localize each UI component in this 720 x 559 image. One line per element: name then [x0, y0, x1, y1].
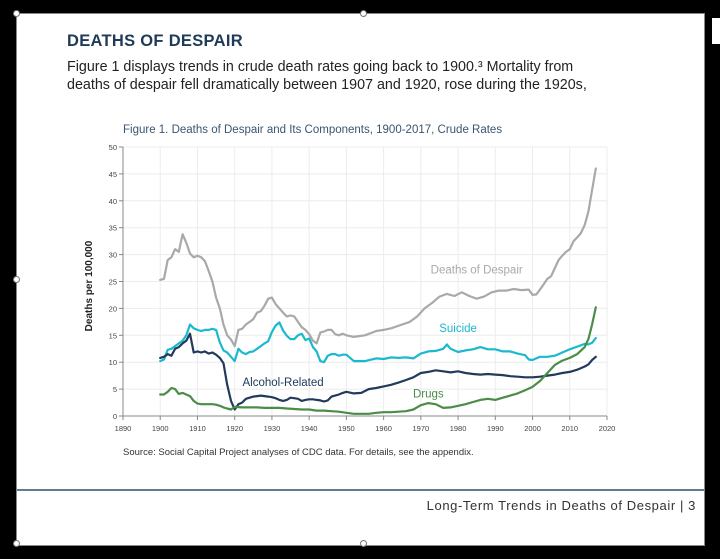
series-label-deaths-of-despair: Deaths of Despair: [431, 264, 523, 276]
x-tick-label: 2010: [561, 424, 578, 433]
x-tick-label: 1900: [152, 424, 169, 433]
line-chart: Figure 1. Deaths of Despair and Its Comp…: [84, 124, 616, 458]
x-tick-label: 1980: [450, 424, 467, 433]
chart-title: Figure 1. Deaths of Despair and Its Comp…: [123, 124, 502, 136]
y-tick-label: 25: [109, 278, 117, 287]
x-tick-label: 1990: [487, 424, 504, 433]
y-tick-label: 35: [109, 224, 117, 233]
y-tick-label: 0: [113, 412, 117, 421]
series-label-suicide: Suicide: [439, 323, 477, 335]
y-axis-label: Deaths per 100,000: [84, 240, 95, 331]
x-tick-label: 1890: [115, 424, 132, 433]
resize-handle-bottom[interactable]: [360, 540, 367, 547]
chart-grid: [122, 146, 608, 417]
x-tick-label: 1920: [226, 424, 243, 433]
series-line-deaths-of-despair: [159, 167, 597, 348]
resize-handle-top-left[interactable]: [13, 10, 20, 17]
x-tick-label: 1940: [301, 424, 318, 433]
y-tick-label: 20: [109, 304, 117, 313]
footer-divider: [17, 489, 704, 491]
chart-series: [159, 167, 597, 415]
y-tick-label: 45: [109, 170, 117, 179]
y-tick-label: 10: [109, 358, 117, 367]
resize-handle-bottom-left[interactable]: [13, 540, 20, 547]
resize-handle-left[interactable]: [13, 276, 20, 283]
x-tick-label: 2000: [524, 424, 541, 433]
document-page: DEATHS OF DESPAIR Figure 1 displays tren…: [13, 10, 705, 547]
intro-line-2: deaths of despair fell dramatically betw…: [67, 77, 587, 93]
x-tick-label: 1910: [189, 424, 206, 433]
chart-series-labels: Deaths of Despair Suicide Alcohol-Related D…: [242, 264, 522, 400]
chart-source-note: Source: Social Capital Project analyses …: [123, 447, 474, 458]
y-tick-label: 5: [113, 385, 117, 394]
series-line-suicide: [159, 321, 597, 364]
x-tick-label: 1960: [375, 424, 392, 433]
series-line-alcohol-related: [159, 332, 597, 411]
series-label-alcohol-related: Alcohol-Related: [242, 377, 323, 389]
x-tick-label: 2020: [599, 424, 616, 433]
section-title: DEATHS OF DESPAIR: [67, 32, 243, 50]
y-tick-label: 50: [109, 143, 117, 152]
x-tick-label: 1950: [338, 424, 355, 433]
series-line-drugs: [159, 306, 597, 415]
series-label-drugs: Drugs: [413, 389, 444, 401]
y-tick-label: 15: [109, 331, 117, 340]
x-tick-label: 1930: [264, 424, 281, 433]
intro-paragraph: Figure 1 displays trends in crude death …: [67, 58, 687, 94]
y-tick-label: 30: [109, 251, 117, 260]
chart-axes: 0 5 10 15 20 25 30 35 40 45 50 1890 1900 1910 1920 1930…: [109, 143, 616, 433]
page-footer: Long-Term Trends in Deaths of Despair | …: [426, 498, 696, 513]
x-tick-label: 1970: [413, 424, 430, 433]
window-edge-tab: [712, 18, 720, 44]
y-tick-label: 40: [109, 197, 117, 206]
intro-line-1: Figure 1 displays trends in crude death …: [67, 59, 574, 75]
resize-handle-top[interactable]: [360, 10, 367, 17]
